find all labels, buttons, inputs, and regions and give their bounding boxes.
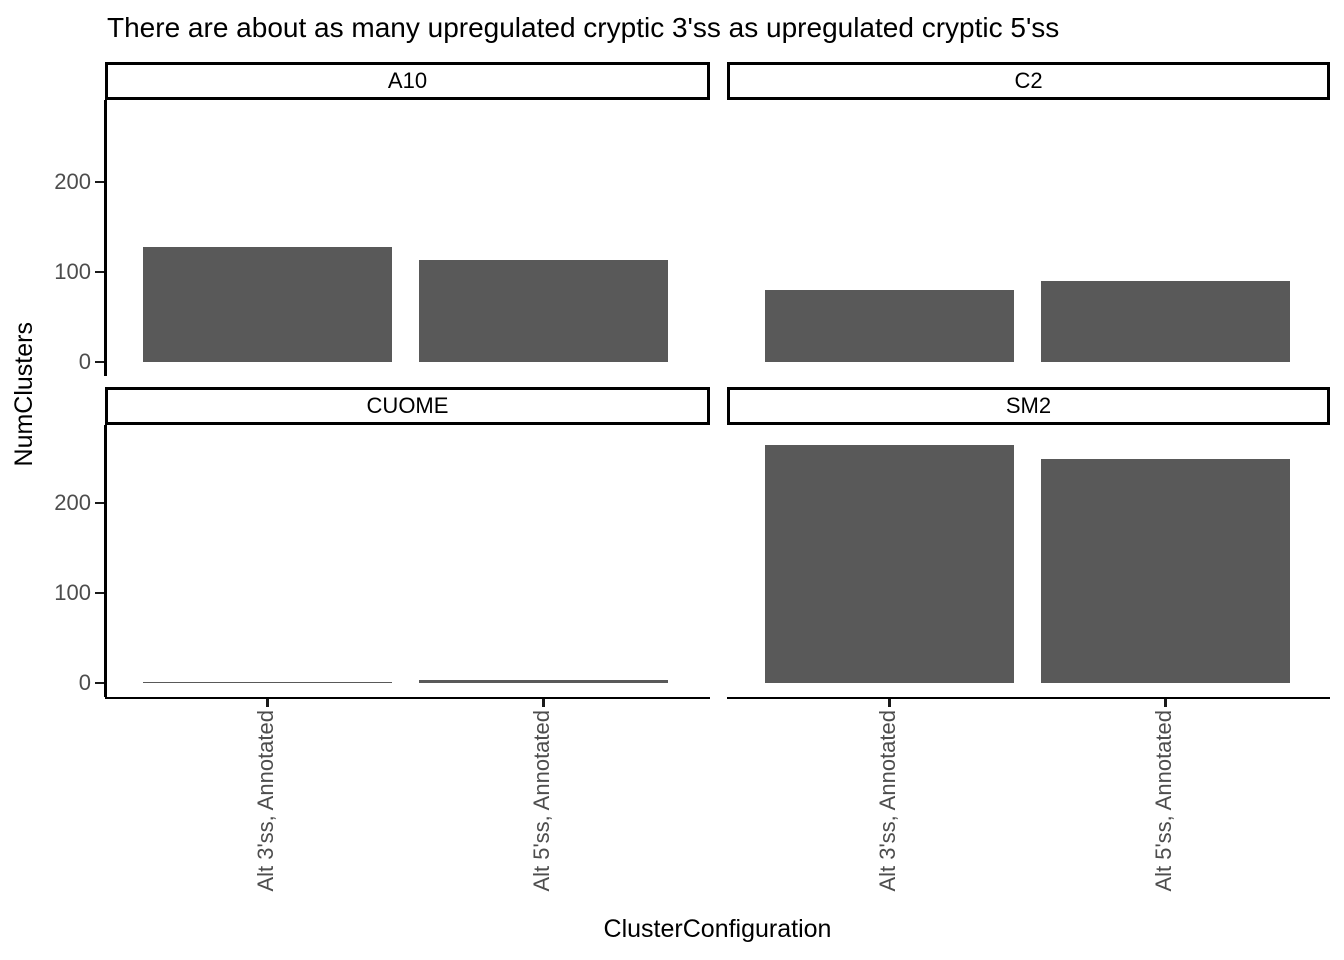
facet-strip-sm2: SM2 — [727, 387, 1330, 425]
chart-title: There are about as many upregulated cryp… — [107, 12, 1060, 43]
y-tick-label: 100 — [54, 580, 91, 605]
facet-strip-cuome: CUOME — [105, 387, 710, 425]
y-tick — [95, 361, 104, 363]
bar-a10-alt-3-ss-annotated — [142, 246, 392, 362]
y-tick-label: 0 — [78, 670, 91, 695]
facet-strip-c2: C2 — [727, 62, 1330, 100]
x-axis-line — [105, 696, 710, 699]
y-tick — [95, 181, 104, 183]
bar-c2-alt-5-ss-annotated — [1040, 281, 1290, 362]
facet-strip-a10: A10 — [105, 62, 710, 100]
y-tick-label: 200 — [54, 169, 91, 194]
facet-strip-label: A10 — [387, 68, 428, 93]
x-axis-title: ClusterConfiguration — [603, 915, 832, 943]
bar-cuome-alt-5-ss-annotated — [418, 680, 668, 683]
y-tick — [95, 682, 104, 684]
x-tick-label-alt-3-ss-annotated: Alt 3'ss, Annotated — [253, 710, 278, 892]
x-tick — [1164, 699, 1167, 707]
y-axis-line — [104, 425, 107, 697]
x-tick-label-alt-5-ss-annotated: Alt 5'ss, Annotated — [529, 710, 554, 892]
facet-strip-label: SM2 — [1005, 393, 1052, 418]
facet-panel-sm2: Alt 3'ss, Annotated Alt 5'ss, Annotated — [727, 425, 1330, 892]
x-tick — [542, 699, 545, 707]
bar-cuome-alt-3-ss-annotated — [142, 682, 392, 683]
x-tick — [266, 699, 269, 707]
x-axis-line — [727, 696, 1330, 699]
facet-panel-a10: 0 100 200 — [54, 100, 710, 376]
facet-panel-c2 — [727, 100, 1330, 376]
y-tick-label: 0 — [78, 349, 91, 374]
bar-sm2-alt-5-ss-annotated — [1040, 458, 1290, 683]
x-tick-label-alt-3-ss-annotated: Alt 3'ss, Annotated — [875, 710, 900, 892]
y-axis-line — [104, 100, 107, 376]
x-tick — [888, 699, 891, 707]
y-tick-label: 200 — [54, 490, 91, 515]
facet-strip-label: CUOME — [366, 393, 449, 418]
facet-panel-cuome: 0 100 200 Alt 3'ss, Annotated Alt 5'ss, Anno… — [54, 425, 710, 892]
y-axis-title: NumClusters — [10, 322, 38, 467]
y-tick — [95, 502, 104, 504]
bar-a10-alt-5-ss-annotated — [418, 260, 668, 362]
facet-strip-label: C2 — [1014, 68, 1043, 93]
bar-sm2-alt-3-ss-annotated — [764, 445, 1014, 683]
y-tick — [95, 271, 104, 273]
x-tick-label-alt-5-ss-annotated: Alt 5'ss, Annotated — [1151, 710, 1176, 892]
y-tick — [95, 592, 104, 594]
bar-c2-alt-3-ss-annotated — [764, 290, 1014, 362]
y-tick-label: 100 — [54, 259, 91, 284]
